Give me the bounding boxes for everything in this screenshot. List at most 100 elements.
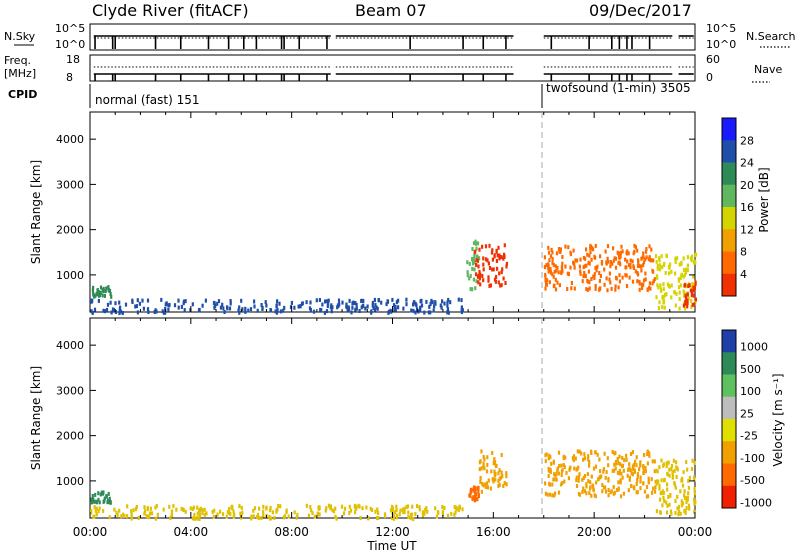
velocity-cells-cell xyxy=(149,506,152,511)
velocity-cells-cell xyxy=(500,470,503,475)
power-cells-cell xyxy=(495,248,498,253)
velocity-cells-cell xyxy=(395,507,398,512)
power-cells-cell xyxy=(694,253,697,258)
power-cells-cell xyxy=(118,307,121,312)
velocity-cells-cell xyxy=(453,512,456,517)
velocity-cells-cell xyxy=(629,452,633,456)
velocity-cells-cell xyxy=(395,504,398,509)
power-cells-cell xyxy=(561,266,564,270)
power-cells-cell xyxy=(92,291,95,296)
power-cells-cell xyxy=(327,301,330,306)
power-cells-cell xyxy=(496,253,499,258)
velocity-cells-cell xyxy=(226,510,229,515)
velocity-cells-cell xyxy=(550,461,553,466)
velocity-cells-cell xyxy=(134,507,137,512)
power-cells-cell xyxy=(238,310,241,315)
power-cells-cell xyxy=(309,300,312,305)
velocity-cells-cell xyxy=(313,514,316,519)
nsearch-label: N.Search xyxy=(746,30,796,43)
beam-title: Beam 07 xyxy=(355,1,427,20)
velocity-axes: 1000 2000 3000 4000 xyxy=(56,318,696,518)
velocity-cells-cell xyxy=(475,496,478,501)
velocity-cells-cell xyxy=(331,508,334,513)
velocity-cells-cell xyxy=(487,478,490,483)
velocity-cells-cell xyxy=(665,464,668,469)
velocity-cells-cell xyxy=(384,514,387,519)
velocity-cells-cell xyxy=(683,509,686,514)
power-cells-cell xyxy=(553,269,556,274)
power-colorbar-swatch xyxy=(722,251,736,275)
power-cells-cell xyxy=(222,306,225,311)
power-cells-cell xyxy=(609,280,612,285)
velocity-cells-cell xyxy=(678,509,681,514)
velocity-cells-cell xyxy=(359,516,362,521)
power-cells-cell xyxy=(276,299,279,304)
velocity-cells-cell xyxy=(169,516,172,521)
power-cells-cell xyxy=(589,245,592,250)
velocity-cells-cell xyxy=(675,475,678,479)
power-cells-cell xyxy=(114,310,117,314)
velocity-cells-cell xyxy=(666,472,669,477)
date-title: 09/Dec/2017 xyxy=(589,1,692,20)
power-cells-cell xyxy=(98,293,101,297)
velocity-cells-cell xyxy=(494,460,497,465)
velocity-cells-cell xyxy=(602,469,605,474)
power-cells-cell xyxy=(625,273,628,278)
velocity-cells-cell xyxy=(605,470,608,475)
velocity-cells-cell xyxy=(577,474,581,479)
power-cells-cell xyxy=(498,253,501,258)
velocity-cells-cell xyxy=(618,471,621,476)
power-cells-cell xyxy=(329,305,332,310)
power-cells-cell xyxy=(366,304,369,309)
velocity-cells-cell xyxy=(216,512,219,517)
power-cells-cell xyxy=(574,258,577,263)
power-colorbar-label: Power [dB] xyxy=(757,167,771,232)
power-cells-cell xyxy=(372,306,375,311)
velocity-cells-cell xyxy=(150,511,154,516)
power-cells-cell xyxy=(110,310,113,315)
power-cells-cell xyxy=(694,282,697,287)
velocity-cells-cell xyxy=(252,508,255,513)
velocity-cells-cell xyxy=(205,511,208,516)
velocity-cells-cell xyxy=(687,503,691,508)
power-cells-cell xyxy=(691,254,694,259)
velocity-cells-cell xyxy=(643,453,646,457)
velocity-cells-cell xyxy=(693,491,696,496)
velocity-cells-cell xyxy=(665,500,668,505)
power-cells-cell xyxy=(652,279,655,284)
power-cells-cell xyxy=(387,310,390,315)
power-cells-cell xyxy=(686,263,689,268)
velocity-cells-cell xyxy=(575,467,578,472)
velocity-cells-cell xyxy=(588,491,591,495)
power-cells-cell xyxy=(657,285,660,290)
velocity-cells-cell xyxy=(107,499,110,503)
power-cells-cell xyxy=(694,297,697,302)
nsearch-tick-bottom: 10^0 xyxy=(706,38,736,51)
velocity-cells-cell xyxy=(500,453,503,457)
velocity-cells-cell xyxy=(662,463,665,468)
velocity-cells-cell xyxy=(565,470,568,475)
power-cells-cell xyxy=(644,257,647,262)
velocity-cells-cell xyxy=(501,474,504,479)
velocity-cells-cell xyxy=(633,468,636,473)
velocity-cells-cell xyxy=(361,506,364,511)
velocity-cells-cell xyxy=(619,462,622,467)
velocity-cells-cell xyxy=(318,512,321,517)
power-cells-cell xyxy=(547,245,550,250)
velocity-cells-cell xyxy=(548,481,551,486)
velocity-cells-cell xyxy=(409,513,413,517)
velocity-cells-cell xyxy=(458,504,461,509)
power-cells-cell xyxy=(687,284,690,288)
power-cells-cell xyxy=(491,257,494,262)
velocity-cells-cell xyxy=(557,450,561,455)
velocity-cells-cell xyxy=(572,458,575,463)
velocity-cells-cell xyxy=(478,467,481,472)
velocity-cells-cell xyxy=(405,505,408,509)
velocity-cells-cell xyxy=(693,497,696,502)
velocity-cells-cell xyxy=(398,512,401,517)
velocity-cells-cell xyxy=(483,482,486,487)
velocity-cells-cell xyxy=(454,510,457,515)
power-cells-cell xyxy=(478,256,481,261)
power-cells-cell xyxy=(479,282,482,287)
velocity-cells-cell xyxy=(115,510,118,515)
